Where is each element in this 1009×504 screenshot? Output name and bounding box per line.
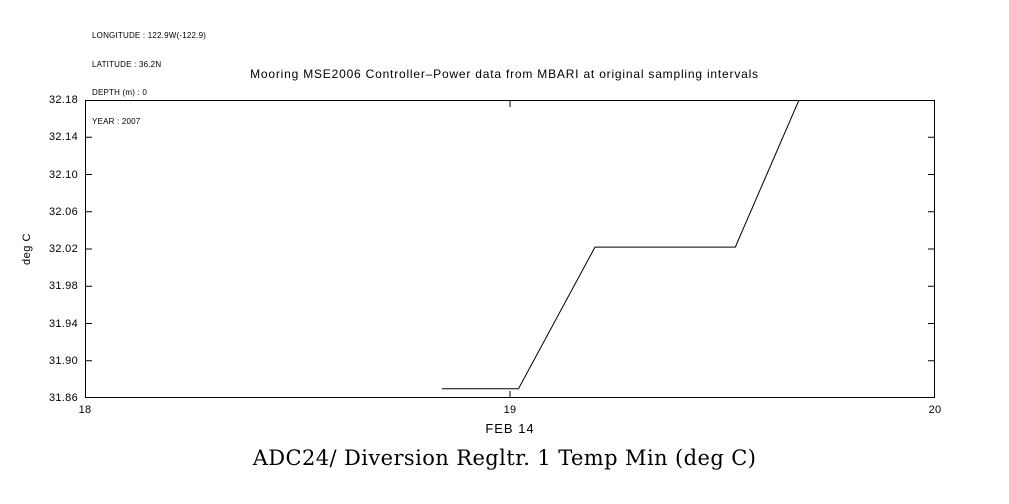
axis-ticks	[85, 100, 935, 398]
y-tick-label: 32.18	[48, 94, 78, 106]
y-tick-label: 32.10	[48, 168, 78, 181]
y-tick-label: 32.14	[48, 131, 78, 144]
y-tick-label: 31.90	[48, 354, 78, 367]
y-tick-label: 32.06	[48, 205, 78, 218]
x-tick-label: 19	[503, 404, 517, 416]
y-tick-label: 31.98	[48, 280, 78, 293]
chart-title: Mooring MSE2006 Controller–Power data fr…	[250, 67, 759, 81]
metadata-block: LONGITUDE : 122.9W(-122.9) LATITUDE : 36…	[92, 12, 206, 145]
x-tick-label: 18	[78, 404, 92, 416]
x-tick-label: 20	[928, 404, 942, 416]
y-tick-label: 31.86	[48, 392, 78, 404]
metadata-year: YEAR : 2007	[92, 116, 141, 126]
y-tick-label: 31.94	[48, 317, 78, 330]
metadata-longitude: LONGITUDE : 122.9W(-122.9)	[92, 31, 207, 40]
temperature-line	[442, 100, 800, 390]
metadata-depth: DEPTH (m) : 0	[92, 88, 148, 97]
plot-area	[85, 100, 935, 398]
y-tick-label: 32.02	[48, 243, 78, 255]
x-axis-date-label: FEB 14	[485, 421, 535, 436]
metadata-latitude: LATITUDE : 36.2N	[92, 59, 162, 69]
chart-caption: ADC24/ Diversion Regltr. 1 Temp Min (deg…	[252, 446, 757, 470]
plot-frame	[85, 100, 935, 398]
